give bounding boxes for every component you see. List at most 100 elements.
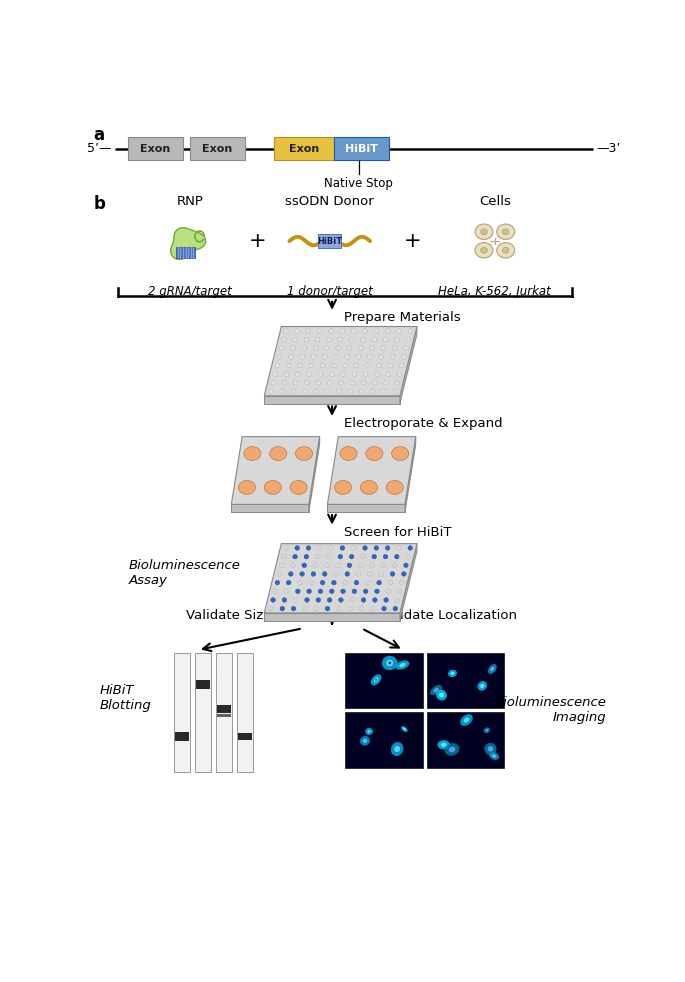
Ellipse shape	[244, 447, 261, 461]
Circle shape	[282, 337, 286, 342]
Circle shape	[329, 329, 334, 333]
Ellipse shape	[488, 664, 497, 674]
Ellipse shape	[488, 746, 493, 751]
Text: HeLa, K-562, Jurkat: HeLa, K-562, Jurkat	[438, 285, 551, 298]
Ellipse shape	[434, 687, 438, 692]
Circle shape	[302, 346, 307, 351]
Circle shape	[383, 337, 388, 342]
Circle shape	[340, 546, 345, 550]
Circle shape	[338, 598, 343, 602]
Circle shape	[317, 329, 322, 333]
Ellipse shape	[502, 229, 509, 235]
Bar	[238, 733, 252, 740]
Circle shape	[377, 363, 382, 368]
Circle shape	[298, 363, 302, 368]
Circle shape	[302, 563, 307, 568]
Circle shape	[366, 580, 370, 585]
Circle shape	[318, 372, 323, 376]
Ellipse shape	[360, 736, 370, 745]
Circle shape	[284, 589, 289, 593]
Bar	[128, 137, 182, 160]
Circle shape	[352, 589, 357, 593]
Text: HiBiT: HiBiT	[345, 143, 378, 153]
Ellipse shape	[436, 689, 447, 700]
Circle shape	[286, 363, 291, 368]
Ellipse shape	[392, 447, 409, 461]
Circle shape	[395, 554, 399, 559]
Circle shape	[390, 572, 395, 576]
Circle shape	[379, 355, 384, 359]
Polygon shape	[232, 437, 320, 505]
Circle shape	[304, 554, 309, 559]
Circle shape	[370, 563, 375, 568]
Circle shape	[399, 363, 404, 368]
Circle shape	[361, 380, 366, 385]
Circle shape	[393, 389, 397, 394]
Circle shape	[282, 598, 287, 602]
Text: Bioluminescence
Imaging: Bioluminescence Imaging	[495, 696, 606, 725]
Circle shape	[361, 598, 366, 602]
Circle shape	[309, 580, 314, 585]
Circle shape	[313, 346, 318, 351]
Ellipse shape	[367, 730, 371, 734]
Bar	[190, 137, 245, 160]
Bar	[334, 137, 388, 160]
Ellipse shape	[489, 752, 499, 760]
Circle shape	[329, 546, 334, 550]
Bar	[237, 653, 253, 772]
Circle shape	[356, 355, 361, 359]
Circle shape	[345, 355, 349, 359]
Circle shape	[362, 546, 367, 550]
Text: RNP: RNP	[177, 195, 203, 208]
Text: Validate Localization: Validate Localization	[379, 609, 516, 623]
Circle shape	[327, 380, 332, 385]
Circle shape	[368, 355, 372, 359]
Circle shape	[303, 606, 307, 611]
Circle shape	[360, 337, 365, 342]
Ellipse shape	[395, 746, 400, 752]
Circle shape	[349, 554, 354, 559]
Circle shape	[306, 329, 311, 333]
Circle shape	[336, 346, 340, 351]
Ellipse shape	[395, 661, 410, 670]
Ellipse shape	[497, 243, 514, 258]
Circle shape	[399, 580, 404, 585]
Bar	[318, 235, 341, 247]
Circle shape	[327, 598, 332, 602]
Circle shape	[393, 563, 397, 568]
Circle shape	[307, 589, 312, 593]
Ellipse shape	[386, 480, 403, 494]
Circle shape	[300, 572, 304, 576]
Circle shape	[286, 580, 291, 585]
Polygon shape	[327, 437, 416, 505]
Circle shape	[374, 329, 379, 333]
Circle shape	[397, 589, 402, 593]
Circle shape	[354, 580, 359, 585]
Text: 2 gRNA/target: 2 gRNA/target	[149, 285, 232, 298]
Text: Screen for HiBiT: Screen for HiBiT	[345, 525, 452, 538]
Ellipse shape	[388, 662, 391, 664]
Circle shape	[279, 346, 284, 351]
Circle shape	[334, 572, 338, 576]
Circle shape	[292, 337, 297, 342]
Bar	[176, 247, 195, 258]
Circle shape	[291, 389, 296, 394]
Ellipse shape	[360, 480, 377, 494]
Circle shape	[323, 355, 327, 359]
Text: b: b	[93, 194, 105, 213]
Bar	[175, 732, 189, 741]
Circle shape	[350, 598, 355, 602]
Circle shape	[352, 372, 357, 376]
Bar	[216, 653, 232, 772]
Circle shape	[403, 563, 408, 568]
Bar	[196, 681, 210, 688]
Circle shape	[348, 389, 352, 394]
Circle shape	[372, 337, 377, 342]
Circle shape	[359, 389, 364, 394]
Polygon shape	[264, 396, 400, 404]
Circle shape	[351, 546, 356, 550]
Circle shape	[300, 355, 304, 359]
Text: 1 donor/target: 1 donor/target	[287, 285, 373, 298]
Circle shape	[314, 606, 319, 611]
Ellipse shape	[445, 743, 460, 756]
